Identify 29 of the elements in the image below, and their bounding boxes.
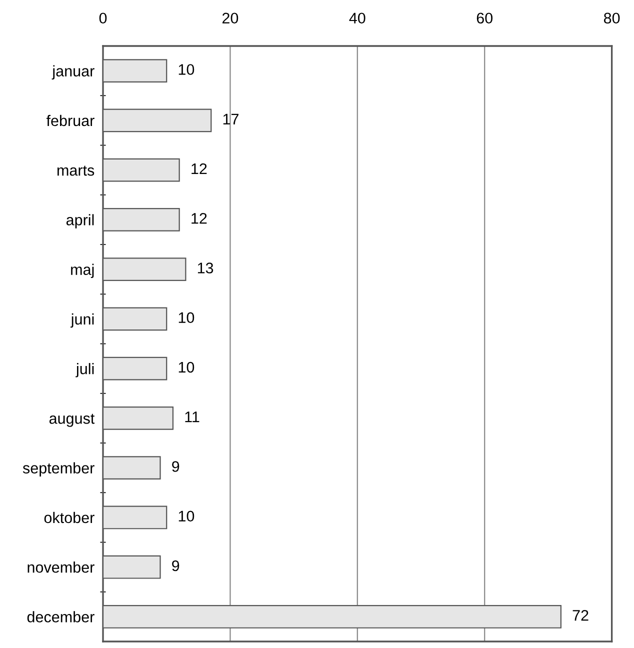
- data-label: 17: [223, 114, 238, 124]
- x-tick-label: 20: [222, 12, 238, 24]
- data-label: 12: [192, 212, 207, 224]
- y-tick-label: april: [66, 214, 94, 228]
- y-tick-label: januar: [52, 65, 94, 80]
- data-label: 13: [198, 262, 214, 274]
- y-tick-label: november: [28, 562, 94, 573]
- x-tick-label: 80: [604, 12, 620, 24]
- y-tick-label: maj: [71, 264, 94, 278]
- data-label: 9: [172, 461, 180, 472]
- y-tick-label: december: [27, 611, 94, 622]
- y-tick-label: september: [22, 462, 94, 477]
- data-label: 10: [178, 64, 194, 75]
- x-tick-label: 40: [349, 12, 366, 24]
- y-tick-label: marts: [57, 166, 94, 176]
- y-tick-label: juli: [76, 363, 94, 378]
- x-tick-label: 0: [99, 12, 107, 24]
- y-tick-label: februar: [46, 114, 94, 126]
- x-tick-label: 60: [476, 12, 493, 24]
- data-label: 72: [572, 610, 588, 621]
- y-tick-label: oktober: [44, 512, 94, 524]
- y-tick-label: juni: [70, 313, 94, 328]
- data-label: 11: [185, 412, 200, 422]
- data-label: 12: [192, 163, 207, 174]
- data-label: 10: [178, 312, 194, 324]
- y-tick-label: august: [49, 414, 95, 427]
- data-label: 10: [178, 362, 194, 373]
- data-label: 10: [178, 510, 194, 522]
- data-label: 9: [172, 560, 180, 572]
